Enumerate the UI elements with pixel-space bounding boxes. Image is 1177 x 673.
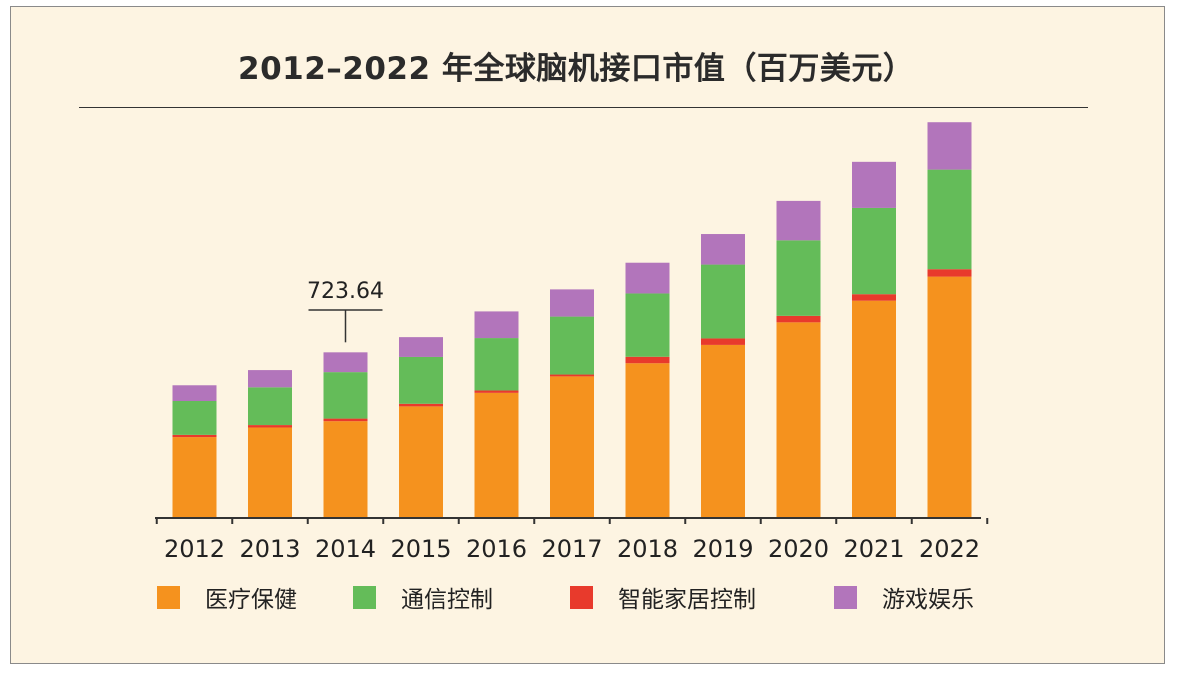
legend-label-healthcare: 医疗保健 bbox=[205, 587, 297, 613]
legend-label-communication: 通信控制 bbox=[401, 587, 493, 613]
bar-smart-home-2018 bbox=[625, 356, 670, 364]
bar-healthcare-2016 bbox=[474, 392, 519, 518]
x-tick-label-2012: 2012 bbox=[164, 535, 225, 563]
bar-communication-2015 bbox=[399, 356, 443, 404]
bar-smart-home-2021 bbox=[852, 294, 896, 301]
bar-smart-home-2016 bbox=[474, 390, 519, 393]
bar-gaming-2014 bbox=[323, 352, 368, 373]
legend-label-gaming: 游戏娱乐 bbox=[882, 587, 974, 613]
bar-communication-2018 bbox=[625, 293, 670, 357]
x-tick-label-2018: 2018 bbox=[617, 535, 678, 563]
bar-healthcare-2022 bbox=[927, 276, 972, 518]
legend-label-smart-home: 智能家居控制 bbox=[618, 587, 756, 613]
bar-gaming-2022 bbox=[927, 122, 972, 170]
bar-smart-home-2020 bbox=[776, 315, 821, 323]
bar-healthcare-2012 bbox=[172, 437, 217, 518]
legend-swatch-healthcare bbox=[157, 585, 180, 609]
bar-smart-home-2022 bbox=[927, 269, 972, 277]
bar-gaming-2021 bbox=[852, 161, 896, 208]
legend-swatch-communication bbox=[353, 585, 376, 609]
bar-gaming-2013 bbox=[248, 370, 292, 388]
bar-communication-2014 bbox=[323, 372, 368, 419]
bar-communication-2020 bbox=[776, 240, 821, 316]
bar-gaming-2015 bbox=[399, 337, 443, 357]
bar-gaming-2016 bbox=[474, 311, 519, 339]
x-tick-label-2021: 2021 bbox=[843, 535, 904, 563]
bar-smart-home-2013 bbox=[248, 425, 292, 428]
bar-gaming-2017 bbox=[550, 289, 594, 317]
legend-swatch-gaming bbox=[834, 585, 857, 609]
bar-communication-2013 bbox=[248, 387, 292, 426]
legend-item-communication: 通信控制 bbox=[353, 580, 493, 614]
bar-healthcare-2019 bbox=[701, 344, 745, 518]
bar-gaming-2018 bbox=[625, 262, 670, 294]
bar-smart-home-2012 bbox=[172, 434, 217, 438]
title-divider bbox=[79, 107, 1088, 108]
x-tick-label-2020: 2020 bbox=[768, 535, 829, 563]
legend-item-smart-home: 智能家居控制 bbox=[570, 580, 756, 614]
legend-item-healthcare: 医疗保健 bbox=[157, 580, 297, 614]
bar-healthcare-2017 bbox=[550, 376, 594, 518]
bar-communication-2021 bbox=[852, 207, 896, 295]
x-tick-label-2019: 2019 bbox=[692, 535, 753, 563]
bar-healthcare-2013 bbox=[248, 427, 292, 518]
bar-healthcare-2015 bbox=[399, 406, 443, 518]
bar-communication-2019 bbox=[701, 264, 745, 339]
bar-gaming-2012 bbox=[172, 385, 217, 402]
bar-gaming-2020 bbox=[776, 200, 821, 241]
x-tick-label-2013: 2013 bbox=[239, 535, 300, 563]
chart-title: 2012–2022 年全球脑机接口市值（百万美元） bbox=[238, 51, 915, 87]
bar-communication-2022 bbox=[927, 169, 972, 270]
x-tick-label-2015: 2015 bbox=[390, 535, 451, 563]
bar-communication-2012 bbox=[172, 401, 217, 435]
x-tick-label-2016: 2016 bbox=[466, 535, 527, 563]
bar-communication-2017 bbox=[550, 316, 594, 375]
x-tick-label-2014: 2014 bbox=[315, 535, 376, 563]
annotation-label: 723.64 bbox=[307, 279, 384, 304]
legend-item-gaming: 游戏娱乐 bbox=[834, 580, 974, 614]
bar-communication-2016 bbox=[474, 338, 519, 391]
bar-healthcare-2021 bbox=[852, 300, 896, 518]
bar-gaming-2019 bbox=[701, 234, 745, 265]
legend-swatch-smart-home bbox=[570, 585, 593, 609]
bar-smart-home-2015 bbox=[399, 403, 443, 407]
bar-healthcare-2018 bbox=[625, 363, 670, 518]
bar-smart-home-2017 bbox=[550, 374, 594, 377]
x-tick-label-2022: 2022 bbox=[919, 535, 980, 563]
bar-smart-home-2019 bbox=[701, 338, 745, 345]
x-tick-label-2017: 2017 bbox=[541, 535, 602, 563]
bar-smart-home-2014 bbox=[323, 418, 368, 422]
bar-healthcare-2014 bbox=[323, 421, 368, 518]
bar-healthcare-2020 bbox=[776, 322, 821, 518]
